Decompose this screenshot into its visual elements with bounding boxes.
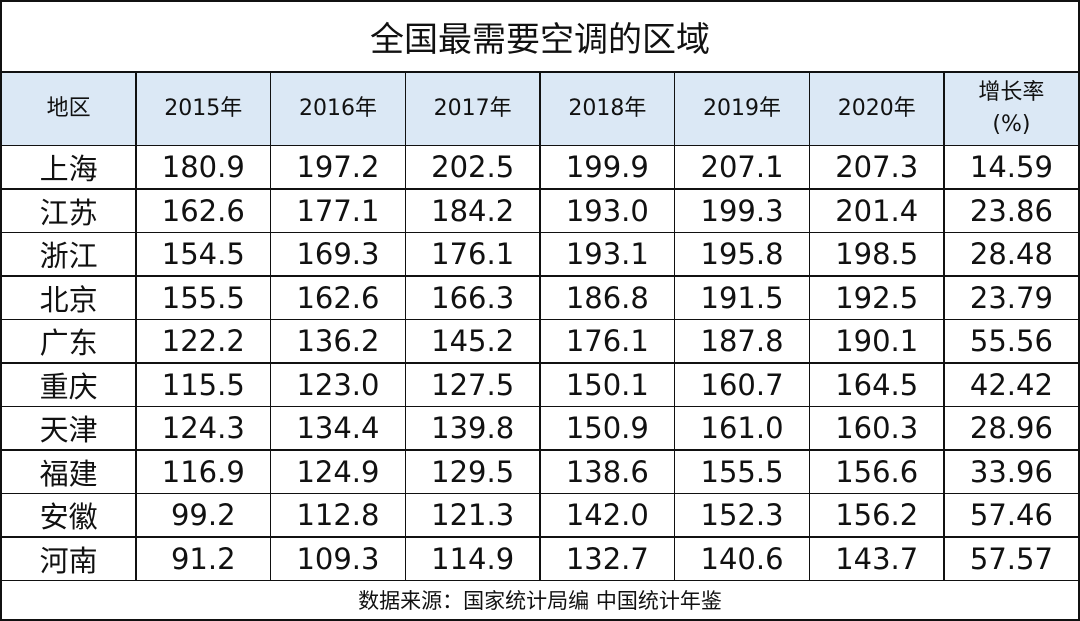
value-cell: 127.5: [406, 363, 540, 406]
value-cell: 134.4: [271, 407, 405, 450]
value-cell: 155.5: [136, 276, 270, 319]
value-cell: 161.0: [675, 407, 809, 450]
value-cell: 186.8: [540, 276, 674, 319]
value-cell: 154.5: [136, 233, 270, 276]
value-cell: 138.6: [540, 450, 674, 493]
value-cell: 193.1: [540, 233, 674, 276]
header-cell: 2017年: [406, 72, 540, 145]
value-cell: 202.5: [406, 146, 540, 189]
value-cell: 124.3: [136, 407, 270, 450]
value-cell: 122.2: [136, 320, 270, 363]
value-cell: 164.5: [810, 363, 944, 406]
region-cell: 重庆: [2, 363, 136, 406]
value-cell: 207.1: [675, 146, 809, 189]
header-cell: 2020年: [810, 72, 944, 145]
header-cell: 2015年: [136, 72, 270, 145]
value-cell: 177.1: [271, 189, 405, 232]
value-cell: 139.8: [406, 407, 540, 450]
value-cell: 140.6: [675, 537, 809, 580]
value-cell: 199.9: [540, 146, 674, 189]
value-cell: 198.5: [810, 233, 944, 276]
value-cell: 162.6: [271, 276, 405, 319]
table-title: 全国最需要空调的区域: [2, 2, 1078, 72]
value-cell: 114.9: [406, 537, 540, 580]
header-cell: 2016年: [271, 72, 405, 145]
region-cell: 上海: [2, 146, 136, 189]
value-cell: 57.46: [944, 494, 1078, 537]
value-cell: 184.2: [406, 189, 540, 232]
header-cell: 2019年: [675, 72, 809, 145]
value-cell: 187.8: [675, 320, 809, 363]
value-cell: 28.96: [944, 407, 1078, 450]
value-cell: 145.2: [406, 320, 540, 363]
value-cell: 91.2: [136, 537, 270, 580]
header-cell: 地区: [2, 72, 136, 145]
region-cell: 江苏: [2, 189, 136, 232]
value-cell: 155.5: [675, 450, 809, 493]
region-cell: 河南: [2, 537, 136, 580]
value-cell: 42.42: [944, 363, 1078, 406]
value-cell: 176.1: [540, 320, 674, 363]
value-cell: 192.5: [810, 276, 944, 319]
value-cell: 191.5: [675, 276, 809, 319]
value-cell: 129.5: [406, 450, 540, 493]
value-cell: 23.79: [944, 276, 1078, 319]
value-cell: 124.9: [271, 450, 405, 493]
region-cell: 广东: [2, 320, 136, 363]
value-cell: 123.0: [271, 363, 405, 406]
value-cell: 201.4: [810, 189, 944, 232]
value-cell: 132.7: [540, 537, 674, 580]
value-cell: 160.7: [675, 363, 809, 406]
value-cell: 156.2: [810, 494, 944, 537]
value-cell: 57.57: [944, 537, 1078, 580]
region-cell: 北京: [2, 276, 136, 319]
value-cell: 197.2: [271, 146, 405, 189]
value-cell: 121.3: [406, 494, 540, 537]
value-cell: 55.56: [944, 320, 1078, 363]
value-cell: 152.3: [675, 494, 809, 537]
value-cell: 28.48: [944, 233, 1078, 276]
header-cell: 2018年: [540, 72, 674, 145]
value-cell: 176.1: [406, 233, 540, 276]
value-cell: 199.3: [675, 189, 809, 232]
value-cell: 156.6: [810, 450, 944, 493]
value-cell: 109.3: [271, 537, 405, 580]
value-cell: 150.1: [540, 363, 674, 406]
value-cell: 150.9: [540, 407, 674, 450]
value-cell: 142.0: [540, 494, 674, 537]
value-cell: 169.3: [271, 233, 405, 276]
value-cell: 99.2: [136, 494, 270, 537]
value-cell: 162.6: [136, 189, 270, 232]
value-cell: 160.3: [810, 407, 944, 450]
value-cell: 195.8: [675, 233, 809, 276]
region-cell: 浙江: [2, 233, 136, 276]
value-cell: 112.8: [271, 494, 405, 537]
header-cell: 增长率 (%): [944, 72, 1078, 145]
value-cell: 166.3: [406, 276, 540, 319]
value-cell: 190.1: [810, 320, 944, 363]
value-cell: 115.5: [136, 363, 270, 406]
value-cell: 23.86: [944, 189, 1078, 232]
value-cell: 136.2: [271, 320, 405, 363]
region-cell: 福建: [2, 450, 136, 493]
region-cell: 天津: [2, 407, 136, 450]
value-cell: 193.0: [540, 189, 674, 232]
value-cell: 180.9: [136, 146, 270, 189]
value-cell: 116.9: [136, 450, 270, 493]
value-cell: 14.59: [944, 146, 1078, 189]
value-cell: 143.7: [810, 537, 944, 580]
source-note: 数据来源：国家统计局编 中国统计年鉴: [2, 581, 1078, 619]
region-cell: 安徽: [2, 494, 136, 537]
value-cell: 33.96: [944, 450, 1078, 493]
value-cell: 207.3: [810, 146, 944, 189]
